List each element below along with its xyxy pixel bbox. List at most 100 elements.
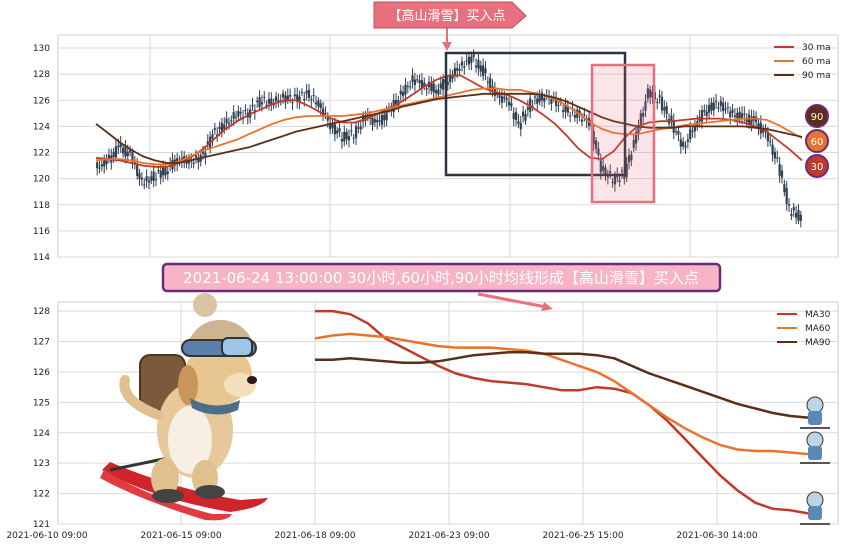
bottom-y-tick-label: 121: [33, 520, 50, 530]
candle-body: [733, 115, 737, 117]
top-y-tick-label: 126: [33, 96, 50, 106]
mascot-ma60: [800, 431, 830, 464]
banner-arrow-head: [442, 42, 452, 51]
candle-body: [700, 110, 704, 122]
candle-body: [543, 98, 546, 102]
candle-body: [517, 121, 520, 124]
candle-body: [484, 68, 487, 74]
candle-body: [140, 177, 143, 180]
candle-body: [336, 130, 339, 134]
candle-body: [98, 167, 101, 169]
candle-body: [564, 104, 567, 112]
candle-body: [679, 139, 682, 147]
candle-body: [274, 96, 278, 102]
candle-body: [298, 96, 301, 103]
candle-body: [124, 146, 127, 157]
candle-body: [133, 162, 136, 164]
badge-30-label: 30: [811, 162, 824, 173]
candle-body: [350, 130, 353, 132]
candle-body: [150, 176, 153, 181]
bottom-x-axis: 2021-06-10 09:00 2021-06-15 09:00 2021-06-…: [6, 531, 757, 541]
candle-body: [783, 184, 786, 193]
candle-body: [154, 179, 158, 181]
candle-body: [333, 124, 336, 135]
candle-body: [474, 65, 478, 68]
top-y-tick-label: 130: [33, 44, 50, 54]
candle-body: [265, 104, 268, 106]
candle-body: [338, 128, 341, 132]
top-y-tick-label: 116: [33, 227, 50, 237]
candle-body: [267, 99, 271, 104]
candle-body: [719, 100, 722, 106]
top-ma-line-30ma: [95, 74, 803, 168]
candle-body: [472, 54, 475, 57]
candle-body: [689, 128, 692, 140]
candle-body: [446, 82, 449, 85]
candle-body: [119, 142, 122, 148]
top-plot-area: [57, 34, 839, 258]
candle-body: [423, 82, 426, 87]
candle-body: [411, 75, 414, 82]
candle-body: [281, 93, 285, 98]
candle-body: [402, 91, 405, 96]
candle-body: [420, 80, 424, 89]
bottom-ma-panel: 121 122 123 124 125 126 127 128 2021-06-10 09:0…: [6, 292, 839, 541]
candle-body: [418, 80, 421, 84]
candle-body: [453, 68, 456, 76]
bottom-y-tick-label: 123: [33, 459, 50, 469]
candle-body: [510, 103, 513, 107]
candle-body: [625, 163, 628, 178]
candle-body: [143, 184, 146, 186]
candle-body: [286, 95, 289, 101]
candle-body: [230, 120, 233, 122]
bottom-y-tick-label: 127: [33, 338, 50, 348]
bottom-y-axis: 121 122 123 124 125 126 127 128: [33, 307, 50, 530]
candle-body: [206, 141, 209, 144]
candle-body: [512, 112, 515, 120]
candle-body: [627, 155, 631, 163]
candle-body: [757, 123, 760, 129]
candle-body: [592, 131, 595, 145]
candle-body: [594, 140, 598, 149]
bottom-x-tick-label: 2021-06-18 09:00: [274, 531, 355, 541]
candle-body: [637, 126, 640, 135]
candle-body: [293, 94, 296, 97]
candle-body: [460, 61, 464, 66]
candle-body: [126, 151, 129, 156]
candle-body: [717, 107, 720, 109]
candle-body: [522, 111, 525, 117]
candle-body: [442, 79, 445, 90]
bottom-ma-lines: [314, 309, 809, 515]
candle-body: [425, 88, 428, 90]
candle-body: [121, 147, 125, 154]
candle-body: [682, 141, 685, 147]
candle-body: [256, 100, 259, 102]
bottom-ma-line-MA30: [315, 309, 809, 515]
badge-60: 60: [805, 129, 829, 153]
candle-body: [780, 170, 784, 178]
candle-body: [103, 158, 106, 167]
top-y-axis: 114 116 118 120 122 124 126 128 130: [33, 44, 50, 263]
mascot-ma30: [800, 491, 830, 525]
candle-body: [192, 162, 195, 164]
candle-body: [145, 176, 148, 182]
candle-body: [129, 150, 132, 153]
badge-90-label: 90: [811, 112, 824, 123]
candle-body: [707, 104, 711, 113]
candle-body: [406, 85, 409, 87]
candle-body: [573, 115, 577, 118]
candle-body: [451, 74, 454, 79]
candle-body: [357, 127, 360, 129]
candle-body: [569, 115, 572, 117]
bottom-x-tick-label: 2021-06-30 14:00: [676, 531, 757, 541]
candle-body: [100, 164, 103, 167]
candle-body: [371, 117, 374, 126]
candle-body: [790, 213, 793, 217]
candle-body: [303, 98, 306, 101]
badge-30: 30: [805, 154, 829, 178]
candle-body: [498, 95, 501, 98]
candle-body: [416, 79, 419, 81]
candle-body: [394, 100, 398, 104]
candle-body: [693, 125, 697, 132]
